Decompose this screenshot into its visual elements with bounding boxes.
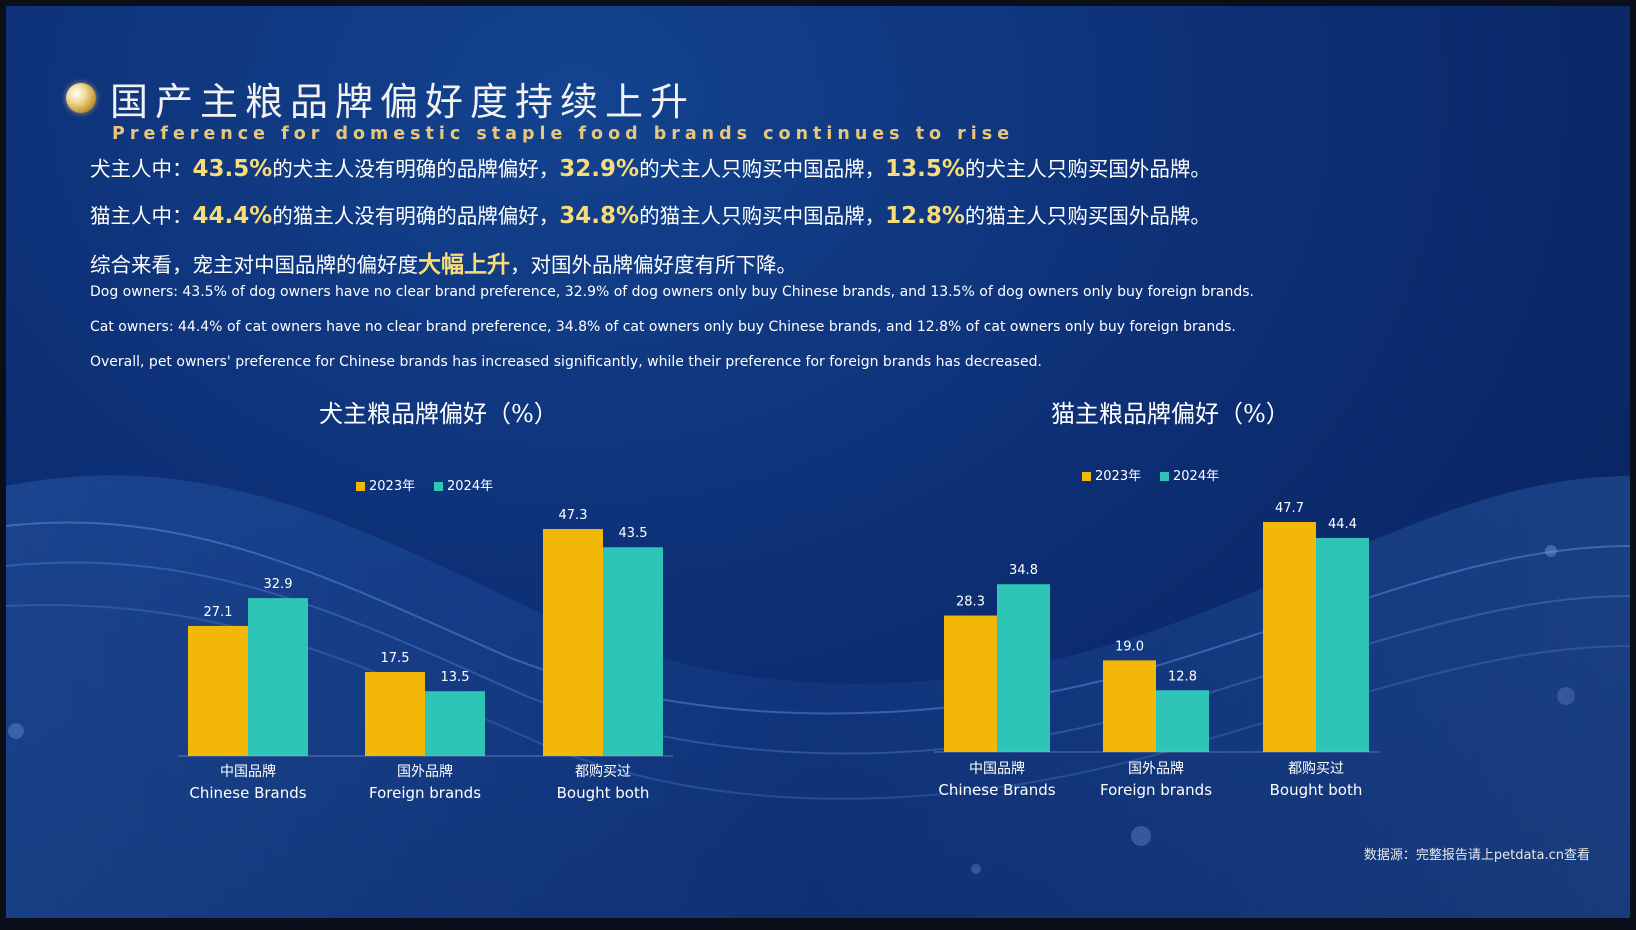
summary-cn-cat-v2: 34.8%	[559, 203, 640, 229]
data-source-note: 数据源：完整报告请上petdata.cn查看	[1363, 848, 1590, 863]
cat-food-brand-chart: 2023年 2024年 28.3 34.8 中国品牌 Chinese Brands 19.0…	[934, 469, 1379, 799]
dog-category-label-en-2: Bought both	[557, 784, 650, 802]
summary-cn-dog-t1: 的犬主人没有明确的品牌偏好，	[272, 157, 560, 181]
dog-value-label-2-1: 43.5	[619, 526, 648, 541]
dog-legend-label-0: 2023年	[369, 479, 415, 494]
dog-bar-0-1	[248, 598, 308, 756]
title-row: 国产主粮品牌偏好度持续上升	[66, 72, 695, 124]
cat-legend-swatch-1	[1160, 472, 1169, 481]
page-subtitle: Preference for domestic staple food bran…	[112, 124, 1015, 144]
cat-bar-0-1	[997, 584, 1050, 752]
dog-category-label-en-1: Foreign brands	[369, 784, 481, 802]
summary-cn-cat-t3: 的猫主人只购买国外品牌。	[964, 204, 1211, 228]
summary-cn-overall: 综合来看，宠主对中国品牌的偏好度大幅上升，对国外品牌偏好度有所下降。	[90, 245, 797, 279]
dog-value-label-1-1: 13.5	[441, 670, 470, 685]
cat-legend-label-1: 2024年	[1173, 469, 1219, 484]
summary-cn-overall-hl: 大幅上升	[418, 252, 510, 278]
dog-legend-swatch-1	[434, 482, 443, 491]
summary-cn-dog-prefix: 犬主人中：	[90, 157, 193, 181]
page-title: 国产主粮品牌偏好度持续上升	[110, 79, 696, 124]
cat-value-label-2-0: 47.7	[1275, 501, 1304, 516]
dog-bar-1-1	[425, 691, 485, 756]
cat-legend-label-0: 2023年	[1095, 469, 1141, 484]
summary-en-dog: Dog owners: 43.5% of dog owners have no …	[90, 284, 1254, 300]
cat-bar-1-0	[1103, 660, 1156, 752]
dog-legend-label-1: 2024年	[447, 479, 493, 494]
summary-cn-cat-v1: 44.4%	[192, 203, 273, 229]
dog-bar-2-0	[543, 529, 603, 756]
cat-legend-swatch-0	[1082, 472, 1091, 481]
summary-cn-cat-t2: 的猫主人只购买中国品牌，	[639, 204, 886, 228]
dog-category-label-cn-2: 都购买过	[575, 764, 631, 780]
dog-value-label-0-1: 32.9	[264, 577, 293, 592]
cat-category-label-en-0: Chinese Brands	[938, 781, 1055, 799]
dog-legend-swatch-0	[356, 482, 365, 491]
cat-category-label-en-2: Bought both	[1270, 781, 1363, 799]
cat-bar-0-0	[944, 615, 997, 752]
summary-en-cat: Cat owners: 44.4% of cat owners have no …	[90, 319, 1236, 335]
summary-cn-cat-v3: 12.8%	[885, 203, 965, 229]
summary-cn-cat: 猫主人中：44.4%的猫主人没有明确的品牌偏好，34.8%的猫主人只购买中国品牌…	[90, 199, 1211, 229]
cat-value-label-1-0: 19.0	[1115, 639, 1144, 654]
cat-category-label-cn-0: 中国品牌	[969, 760, 1025, 777]
summary-cn-dog-v1: 43.5%	[192, 156, 273, 182]
summary-cn-dog-t2: 的犬主人只购买中国品牌，	[639, 157, 886, 181]
cat-value-label-2-1: 44.4	[1328, 517, 1357, 532]
dog-bar-2-1	[603, 547, 663, 756]
dog-category-label-en-0: Chinese Brands	[189, 784, 306, 802]
dog-value-label-1-0: 17.5	[381, 651, 410, 666]
summary-cn-cat-t1: 的猫主人没有明确的品牌偏好，	[272, 204, 560, 228]
cat-chart-title: 猫主粮品牌偏好（%）	[1051, 400, 1290, 428]
cat-category-label-cn-1: 国外品牌	[1128, 760, 1184, 777]
dog-chart-title: 犬主粮品牌偏好（%）	[319, 400, 558, 428]
dog-bar-0-0	[188, 625, 248, 756]
cat-bar-1-1	[1156, 690, 1209, 752]
cat-value-label-0-0: 28.3	[956, 595, 985, 610]
cat-bar-2-1	[1316, 537, 1369, 752]
dog-food-brand-chart: 2023年 2024年 27.1 32.9 中国品牌 Chinese Brands 17.5…	[178, 479, 673, 802]
dog-bar-1-0	[365, 672, 425, 756]
summary-cn-dog: 犬主人中：43.5%的犬主人没有明确的品牌偏好，32.9%的犬主人只购买中国品牌…	[90, 152, 1211, 182]
summary-cn-cat-prefix: 猫主人中：	[90, 204, 193, 228]
cat-value-label-1-1: 12.8	[1168, 669, 1197, 684]
summary-en-overall: Overall, pet owners' preference for Chin…	[90, 354, 1042, 370]
dog-category-label-cn-0: 中国品牌	[220, 763, 276, 780]
gold-bullet-icon	[66, 83, 96, 113]
summary-cn-overall-a: 综合来看，宠主对中国品牌的偏好度	[90, 253, 418, 277]
wave-background	[6, 475, 1630, 918]
dog-value-label-2-0: 47.3	[559, 508, 588, 523]
slide: 国产主粮品牌偏好度持续上升 Preference for domestic st…	[6, 6, 1630, 918]
cat-category-label-cn-2: 都购买过	[1288, 761, 1344, 777]
summary-cn-dog-v3: 13.5%	[885, 156, 965, 182]
cat-bar-2-0	[1263, 522, 1316, 752]
cat-category-label-en-1: Foreign brands	[1100, 781, 1212, 799]
summary-cn-dog-v2: 32.9%	[559, 156, 640, 182]
cat-value-label-0-1: 34.8	[1009, 563, 1038, 578]
summary-cn-dog-t3: 的犬主人只购买国外品牌。	[964, 157, 1211, 181]
dog-category-label-cn-1: 国外品牌	[397, 763, 453, 780]
dog-value-label-0-0: 27.1	[204, 605, 233, 620]
summary-cn-overall-b: ，对国外品牌偏好度有所下降。	[510, 253, 797, 277]
